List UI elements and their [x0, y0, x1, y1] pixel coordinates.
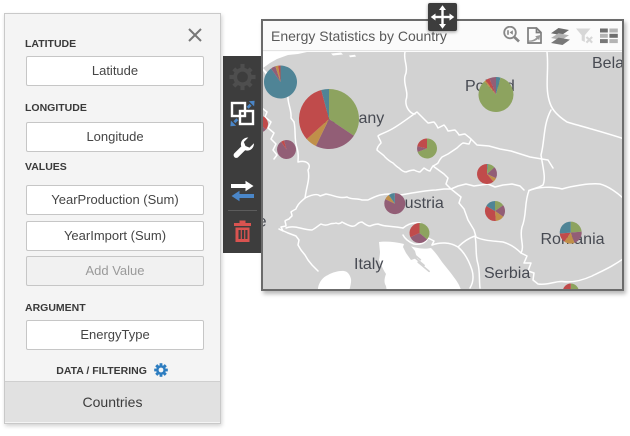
svg-text:Austria: Austria: [394, 195, 444, 212]
svg-text:France: France: [263, 214, 267, 231]
svg-text:Serbia: Serbia: [484, 265, 530, 282]
svg-text:Italy: Italy: [354, 256, 383, 273]
svg-text:Belarus: Belarus: [592, 55, 622, 72]
